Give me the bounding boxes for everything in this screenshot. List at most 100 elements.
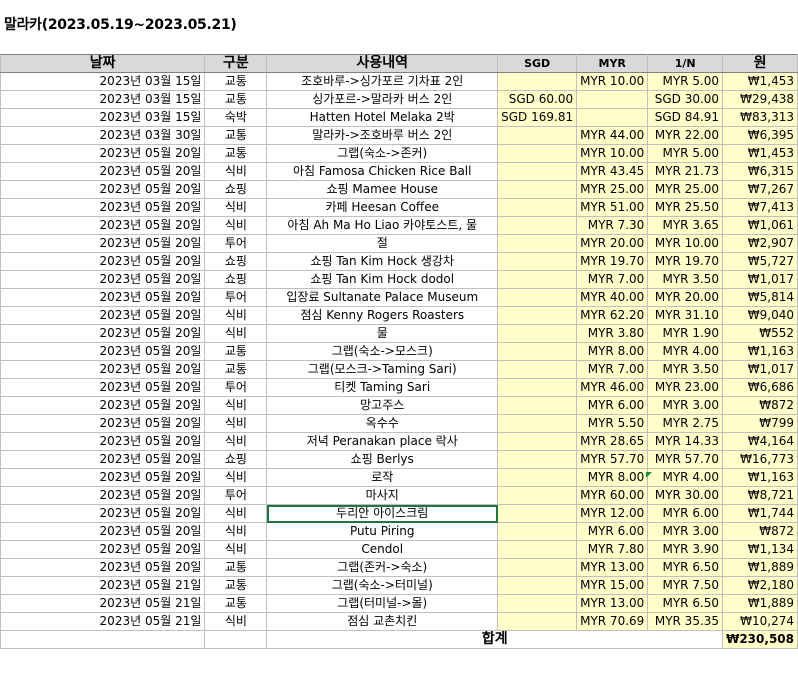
description-cell[interactable]: 쇼핑 Mamee House	[266, 180, 499, 199]
per-person-cell[interactable]: MYR 3.65	[647, 216, 724, 235]
description-cell[interactable]: Cendol	[266, 540, 499, 559]
date-cell[interactable]: 2023년 05월 20일	[0, 162, 206, 181]
date-cell[interactable]: 2023년 05월 20일	[0, 504, 206, 523]
date-cell[interactable]: 2023년 05월 20일	[0, 558, 206, 577]
won-cell[interactable]: ₩7,267	[722, 180, 798, 199]
date-cell[interactable]: 2023년 03월 30일	[0, 126, 206, 145]
myr-cell[interactable]: MYR 60.00	[576, 486, 649, 505]
sgd-cell[interactable]	[497, 396, 578, 415]
sgd-cell[interactable]	[497, 612, 578, 631]
description-cell[interactable]: 쇼핑 Tan Kim Hock 생강차	[266, 252, 499, 271]
per-person-cell[interactable]: MYR 3.00	[647, 396, 724, 415]
per-person-cell[interactable]: MYR 20.00	[647, 288, 724, 307]
date-cell[interactable]: 2023년 05월 20일	[0, 288, 206, 307]
won-cell[interactable]: ₩1,061	[722, 216, 798, 235]
per-person-cell[interactable]: MYR 25.50	[647, 198, 724, 217]
sgd-cell[interactable]	[497, 216, 578, 235]
won-cell[interactable]: ₩6,686	[722, 378, 798, 397]
date-cell[interactable]: 2023년 05월 21일	[0, 612, 206, 631]
per-person-cell[interactable]: MYR 2.75	[647, 414, 724, 433]
category-cell[interactable]: 쇼핑	[204, 180, 268, 199]
myr-cell[interactable]: MYR 6.00	[576, 396, 649, 415]
per-person-cell[interactable]: MYR 35.35	[647, 612, 724, 631]
sgd-cell[interactable]	[497, 540, 578, 559]
per-person-cell[interactable]: MYR 3.50	[647, 270, 724, 289]
myr-cell[interactable]: MYR 7.00	[576, 360, 649, 379]
description-cell[interactable]: 아침 Famosa Chicken Rice Ball	[266, 162, 499, 181]
category-cell[interactable]: 식비	[204, 306, 268, 325]
sgd-cell[interactable]	[497, 576, 578, 595]
date-cell[interactable]: 2023년 05월 20일	[0, 198, 206, 217]
sgd-cell[interactable]	[497, 198, 578, 217]
per-person-cell[interactable]: SGD 84.91	[647, 108, 724, 127]
category-cell[interactable]: 교통	[204, 342, 268, 361]
sgd-cell[interactable]	[497, 432, 578, 451]
date-cell[interactable]: 2023년 03월 15일	[0, 72, 206, 91]
description-cell[interactable]: 로작	[266, 468, 499, 487]
won-cell[interactable]: ₩1,163	[722, 468, 798, 487]
category-cell[interactable]: 교통	[204, 90, 268, 109]
category-cell[interactable]: 교통	[204, 360, 268, 379]
description-cell[interactable]: 망고주스	[266, 396, 499, 415]
date-cell[interactable]: 2023년 05월 20일	[0, 450, 206, 469]
total-empty-cell[interactable]	[0, 630, 206, 649]
myr-cell[interactable]: MYR 20.00	[576, 234, 649, 253]
category-cell[interactable]: 쇼핑	[204, 252, 268, 271]
won-cell[interactable]: ₩9,040	[722, 306, 798, 325]
sgd-cell[interactable]	[497, 558, 578, 577]
per-person-cell[interactable]: MYR 6.50	[647, 558, 724, 577]
won-cell[interactable]: ₩4,164	[722, 432, 798, 451]
description-cell[interactable]: 그랩(터미널->몰)	[266, 594, 499, 613]
category-cell[interactable]: 숙박	[204, 108, 268, 127]
won-cell[interactable]: ₩1,017	[722, 270, 798, 289]
date-cell[interactable]: 2023년 05월 21일	[0, 594, 206, 613]
category-cell[interactable]: 교통	[204, 558, 268, 577]
myr-cell[interactable]: MYR 6.00	[576, 522, 649, 541]
won-cell[interactable]: ₩5,814	[722, 288, 798, 307]
won-cell[interactable]: ₩83,313	[722, 108, 798, 127]
myr-cell[interactable]: MYR 8.00	[576, 468, 649, 487]
description-cell[interactable]: Hatten Hotel Melaka 2박	[266, 108, 499, 127]
myr-cell[interactable]: MYR 40.00	[576, 288, 649, 307]
date-cell[interactable]: 2023년 05월 20일	[0, 540, 206, 559]
description-cell[interactable]: Putu Piring	[266, 522, 499, 541]
date-cell[interactable]: 2023년 05월 20일	[0, 234, 206, 253]
col-header-date[interactable]: 날짜	[0, 54, 206, 73]
sgd-cell[interactable]	[497, 288, 578, 307]
won-cell[interactable]: ₩552	[722, 324, 798, 343]
description-cell[interactable]: 티켓 Taming Sari	[266, 378, 499, 397]
date-cell[interactable]: 2023년 05월 20일	[0, 324, 206, 343]
sgd-cell[interactable]	[497, 252, 578, 271]
myr-cell[interactable]: MYR 7.30	[576, 216, 649, 235]
category-cell[interactable]: 식비	[204, 468, 268, 487]
won-cell[interactable]: ₩1,163	[722, 342, 798, 361]
sgd-cell[interactable]	[497, 324, 578, 343]
per-person-cell[interactable]: MYR 3.00	[647, 522, 724, 541]
won-cell[interactable]: ₩5,727	[722, 252, 798, 271]
won-cell[interactable]: ₩872	[722, 522, 798, 541]
won-cell[interactable]: ₩6,395	[722, 126, 798, 145]
date-cell[interactable]: 2023년 05월 21일	[0, 576, 206, 595]
description-cell[interactable]: 그랩(숙소->존커)	[266, 144, 499, 163]
won-cell[interactable]: ₩1,453	[722, 72, 798, 91]
sgd-cell[interactable]	[497, 180, 578, 199]
category-cell[interactable]: 식비	[204, 540, 268, 559]
won-cell[interactable]: ₩1,744	[722, 504, 798, 523]
won-cell[interactable]: ₩6,315	[722, 162, 798, 181]
sgd-cell[interactable]	[497, 270, 578, 289]
date-cell[interactable]: 2023년 05월 20일	[0, 522, 206, 541]
myr-cell[interactable]: MYR 8.00	[576, 342, 649, 361]
date-cell[interactable]: 2023년 05월 20일	[0, 342, 206, 361]
myr-cell[interactable]: MYR 13.00	[576, 558, 649, 577]
category-cell[interactable]: 교통	[204, 144, 268, 163]
sgd-cell[interactable]	[497, 234, 578, 253]
per-person-cell[interactable]: MYR 23.00	[647, 378, 724, 397]
category-cell[interactable]: 식비	[204, 432, 268, 451]
won-cell[interactable]: ₩872	[722, 396, 798, 415]
description-cell[interactable]: 점심 교촌치킨	[266, 612, 499, 631]
sgd-cell[interactable]	[497, 342, 578, 361]
category-cell[interactable]: 식비	[204, 414, 268, 433]
category-cell[interactable]: 식비	[204, 522, 268, 541]
myr-cell[interactable]: MYR 19.70	[576, 252, 649, 271]
myr-cell[interactable]: MYR 10.00	[576, 144, 649, 163]
